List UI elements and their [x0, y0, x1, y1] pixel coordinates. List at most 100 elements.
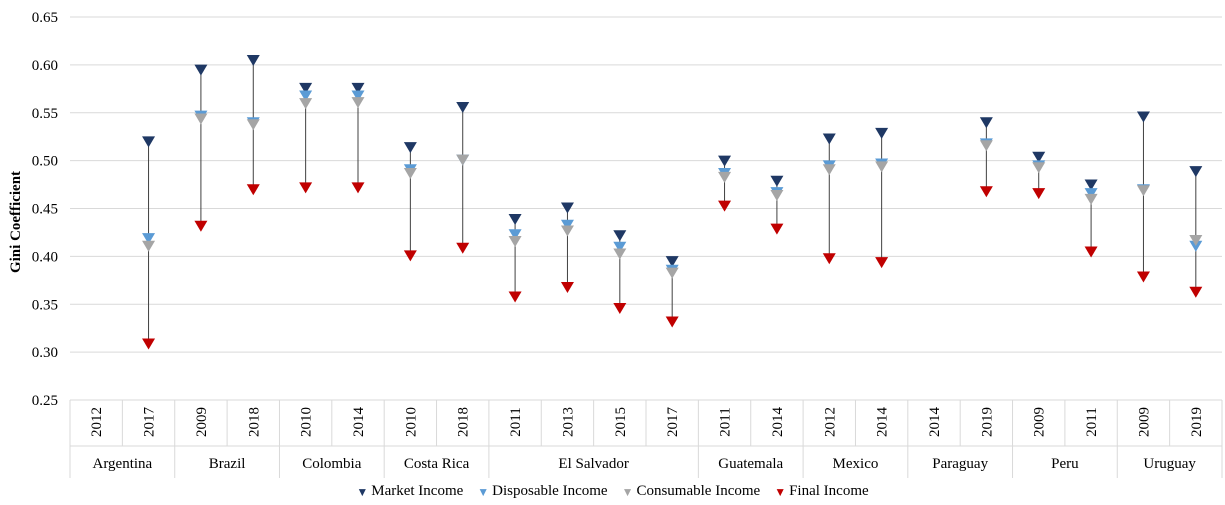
consumable-income-marker — [1032, 162, 1046, 174]
x-country-label: Peru — [1051, 456, 1079, 472]
y-tick-label: 0.65 — [32, 10, 58, 26]
final-income-marker — [1189, 286, 1203, 298]
consumable-income-marker — [822, 164, 836, 176]
y-tick-label: 0.40 — [32, 249, 58, 265]
x-country-label: Argentina — [93, 456, 153, 472]
x-year-label: 2019 — [1189, 407, 1205, 437]
y-tick-label: 0.60 — [32, 58, 58, 74]
consumable-income-marker — [1189, 235, 1203, 247]
x-country-label: Colombia — [302, 456, 362, 472]
x-country-label: Paraguay — [932, 456, 988, 472]
final-income-marker — [508, 291, 522, 303]
consumable-income-marker — [246, 119, 260, 131]
x-year-label: 2015 — [613, 407, 629, 437]
x-country-label: Costa Rica — [404, 456, 470, 472]
final-income-marker — [979, 186, 993, 198]
final-income-marker — [403, 250, 417, 262]
x-year-label: 2018 — [456, 407, 472, 437]
x-year-label: 2011 — [508, 407, 524, 436]
legend-item: ▼ Consumable Income — [622, 483, 761, 500]
legend: ▼ Market Income ▼ Disposable Income ▼ Consuma… — [0, 483, 1225, 500]
final-income-marker — [246, 184, 260, 196]
disposable-income-marker — [613, 241, 627, 253]
x-axis: 2012 2017 Argentina 2009 2018 Brazil 2010 2014 C… — [69, 399, 1223, 478]
x-year-label: 2014 — [875, 407, 891, 438]
disposable-income-marker — [299, 90, 313, 102]
final-income-marker — [718, 200, 732, 212]
x-year-label: 2012 — [822, 407, 838, 437]
x-year-label: 2017 — [665, 407, 681, 438]
y-axis-ticks: 0.25 0.30 0.35 0.40 0.45 0.50 0.55 0.60 0.65 — [32, 10, 58, 409]
final-income-marker — [1136, 271, 1150, 283]
x-year-label: 2010 — [299, 407, 315, 437]
market-income-marker — [875, 127, 889, 139]
legend-item: ▼ Disposable Income — [477, 483, 607, 500]
market-income-marker — [403, 142, 417, 154]
disposable-income-marker — [351, 90, 365, 102]
market-income-marker — [560, 202, 574, 214]
final-income-marker — [456, 242, 470, 254]
y-tick-label: 0.30 — [32, 345, 58, 361]
x-country-label: Brazil — [209, 456, 246, 472]
final-income-marker — [560, 281, 574, 293]
market-income-marker — [1136, 111, 1150, 123]
y-axis-label: Gini Coefficient — [8, 171, 24, 273]
market-income-marker — [508, 213, 522, 225]
consumable-income-marker — [194, 113, 208, 125]
x-country-label: Guatemala — [718, 456, 783, 472]
consumable-income-marker — [456, 154, 470, 166]
down-triangle-icon: ▼ — [477, 484, 490, 499]
x-year-label: 2014 — [927, 407, 943, 438]
final-income-marker — [142, 338, 156, 350]
market-income-marker — [822, 133, 836, 145]
x-year-label: 2009 — [194, 407, 210, 437]
x-year-label: 2019 — [979, 407, 995, 437]
x-year-label: 2012 — [89, 407, 105, 437]
consumable-income-marker — [875, 161, 889, 173]
down-triangle-icon: ▼ — [621, 484, 634, 499]
final-income-marker — [351, 182, 365, 194]
x-year-label: 2014 — [351, 407, 367, 438]
gridlines — [70, 16, 1222, 401]
consumable-income-marker — [1084, 193, 1098, 205]
final-income-marker — [194, 220, 208, 232]
consumable-income-marker — [560, 225, 574, 237]
disposable-income-marker — [508, 229, 522, 241]
x-country-label: Uruguay — [1143, 456, 1196, 472]
legend-label: Market Income — [371, 483, 464, 499]
final-income-marker — [665, 316, 679, 328]
final-income-marker — [613, 303, 627, 315]
x-country-label: El Salvador — [558, 456, 628, 472]
consumable-income-marker — [351, 97, 365, 109]
market-income-marker — [718, 155, 732, 167]
x-year-label: 2009 — [1032, 407, 1048, 437]
disposable-income-marker — [142, 233, 156, 245]
data-markers — [142, 55, 1203, 350]
consumable-income-marker — [718, 171, 732, 183]
x-year-label: 2018 — [246, 407, 262, 437]
x-year-label: 2013 — [560, 407, 576, 437]
x-year-label: 2017 — [142, 407, 158, 438]
consumable-income-marker — [299, 98, 313, 110]
consumable-income-marker — [770, 190, 784, 202]
down-triangle-icon: ▼ — [774, 484, 787, 499]
consumable-income-marker — [979, 140, 993, 152]
disposable-income-marker — [1189, 240, 1203, 252]
market-income-marker — [665, 256, 679, 268]
legend-label: Consumable Income — [636, 483, 761, 499]
legend-item: ▼ Market Income — [356, 483, 463, 500]
disposable-income-marker — [1084, 188, 1098, 200]
final-income-marker — [822, 253, 836, 265]
market-income-marker — [142, 136, 156, 148]
consumable-income-marker — [665, 267, 679, 279]
market-income-marker — [456, 101, 470, 113]
final-income-marker — [770, 223, 784, 235]
market-income-marker — [351, 82, 365, 94]
consumable-income-marker — [508, 236, 522, 248]
market-income-marker — [979, 117, 993, 129]
x-year-label: 2014 — [770, 407, 786, 438]
y-tick-label: 0.50 — [32, 154, 58, 170]
market-income-marker — [1032, 151, 1046, 163]
final-income-marker — [299, 182, 313, 194]
